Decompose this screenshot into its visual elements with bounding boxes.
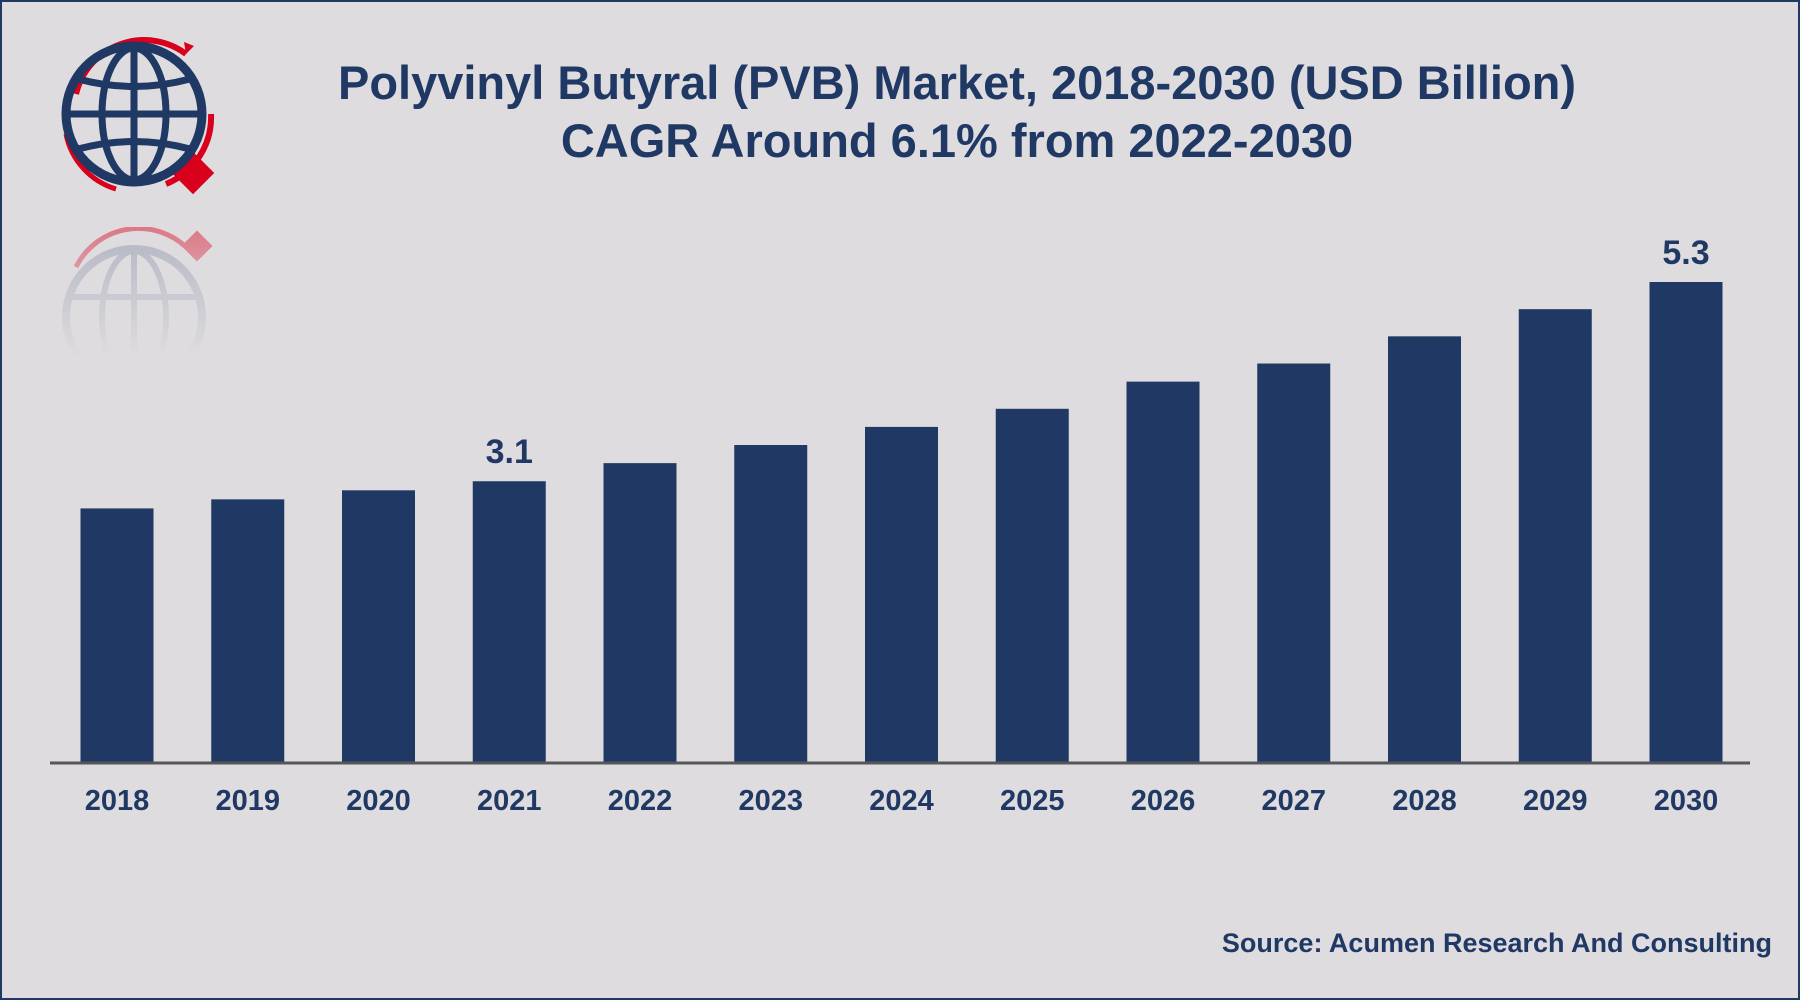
company-logo-icon (61, 37, 215, 195)
x-tick-label: 2025 (1000, 785, 1065, 817)
chart-subtitle: CAGR Around 6.1% from 2022-2030 (560, 114, 1354, 167)
bar-2028 (1388, 336, 1461, 762)
x-tick-label: 2026 (1131, 785, 1196, 817)
x-tick-label: 2030 (1654, 785, 1719, 817)
x-tick-label: 2024 (869, 785, 934, 817)
chart-title-block: Polyvinyl Butyral (PVB) Market, 2018-203… (232, 54, 1682, 170)
bar-2029 (1518, 309, 1592, 762)
x-tick-label: 2029 (1523, 785, 1588, 817)
bar-2027 (1257, 363, 1331, 762)
x-tick-label: 2028 (1392, 785, 1457, 817)
bar-2020 (342, 490, 415, 762)
bar-2018 (80, 508, 154, 762)
bar-2021 (472, 481, 546, 762)
chart-title: Polyvinyl Butyral (PVB) Market, 2018-203… (337, 56, 1577, 109)
data-label: 3.1 (486, 433, 533, 471)
x-tick-label: 2021 (477, 785, 542, 817)
bar-2030 (1649, 282, 1723, 762)
bar-2022 (603, 463, 677, 762)
x-tick-label: 2023 (738, 785, 803, 817)
bar-2023 (734, 445, 808, 762)
bar-2024 (865, 426, 938, 762)
bar-2025 (995, 408, 1069, 762)
bar-2019 (211, 499, 285, 762)
data-label: 5.3 (1662, 234, 1709, 272)
x-tick-label: 2019 (215, 785, 280, 817)
x-tick-label: 2022 (608, 785, 673, 817)
x-tick-label: 2027 (1261, 785, 1326, 817)
x-tick-label: 2020 (346, 785, 411, 817)
bar-2026 (1126, 381, 1200, 762)
source-note: Source: Acumen Research And Consulting (1221, 928, 1772, 958)
x-tick-label: 2018 (85, 785, 150, 817)
logo-reflection-icon (62, 227, 213, 357)
